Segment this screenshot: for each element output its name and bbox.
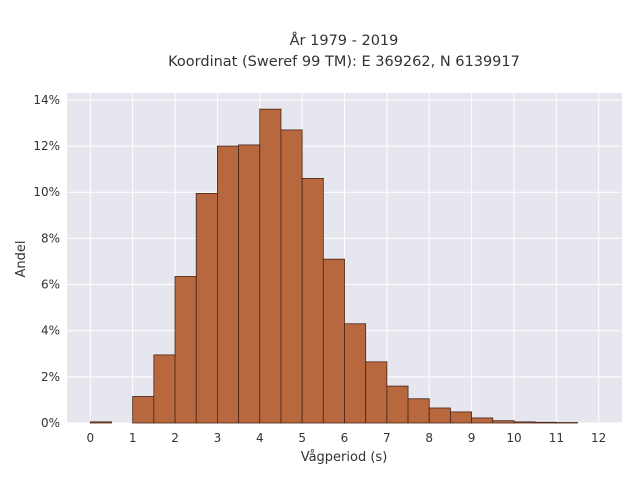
x-tick-label: 1 xyxy=(129,431,137,445)
y-tick-label: 10% xyxy=(33,185,60,199)
histogram-bar xyxy=(132,396,155,424)
x-tick-label: 5 xyxy=(298,431,306,445)
histogram-bar xyxy=(344,323,367,424)
chart-title-line-1: År 1979 - 2019 xyxy=(290,32,399,49)
histogram-bar xyxy=(428,407,451,424)
y-tick-label: 14% xyxy=(33,93,60,107)
histogram-bar xyxy=(301,177,324,424)
histogram-bar xyxy=(407,398,430,424)
x-tick-label: 0 xyxy=(86,431,94,445)
histogram-bar xyxy=(471,417,494,424)
x-tick-label: 11 xyxy=(549,431,564,445)
histogram-bar xyxy=(259,108,282,424)
histogram-bar xyxy=(174,276,197,424)
y-tick-label: 6% xyxy=(41,278,60,292)
histogram-bar xyxy=(153,354,176,424)
histogram-bar xyxy=(322,258,345,424)
histogram-bar xyxy=(217,145,239,424)
histogram-bar xyxy=(450,411,472,424)
histogram-bar xyxy=(238,144,261,424)
x-tick-label: 8 xyxy=(425,431,433,445)
x-tick-label: 3 xyxy=(214,431,222,445)
y-tick-label: 4% xyxy=(41,324,60,338)
y-axis-label: Andel xyxy=(14,241,29,278)
histogram-bar xyxy=(195,192,218,424)
histogram-bar xyxy=(280,129,303,424)
histogram-bar xyxy=(89,421,112,424)
histogram-bar xyxy=(386,385,409,424)
x-tick-label: 7 xyxy=(383,431,391,445)
x-tick-label: 10 xyxy=(506,431,521,445)
histogram-bar xyxy=(534,421,557,424)
y-tick-label: 8% xyxy=(41,231,60,245)
chart-title-line-2: Koordinat (Sweref 99 TM): E 369262, N 61… xyxy=(168,54,520,70)
x-axis-ticks: 0 1 2 3 4 5 6 7 8 9 10 11 12 xyxy=(86,431,606,445)
y-axis-ticks: 0% 2% 4% 6% 8% 10% 12% 14% xyxy=(33,93,60,430)
x-axis-label: Vågperiod (s) xyxy=(301,450,388,465)
histogram-bar xyxy=(365,361,388,424)
x-tick-label: 6 xyxy=(341,431,349,445)
x-tick-label: 4 xyxy=(256,431,264,445)
y-tick-label: 0% xyxy=(41,416,60,430)
y-tick-label: 2% xyxy=(41,370,60,384)
histogram-bar xyxy=(513,421,536,424)
x-tick-label: 9 xyxy=(468,431,476,445)
y-tick-label: 12% xyxy=(33,139,60,153)
x-tick-label: 12 xyxy=(591,431,606,445)
histogram-bar xyxy=(492,420,515,424)
x-tick-label: 2 xyxy=(171,431,179,445)
histogram-bars xyxy=(89,108,578,424)
